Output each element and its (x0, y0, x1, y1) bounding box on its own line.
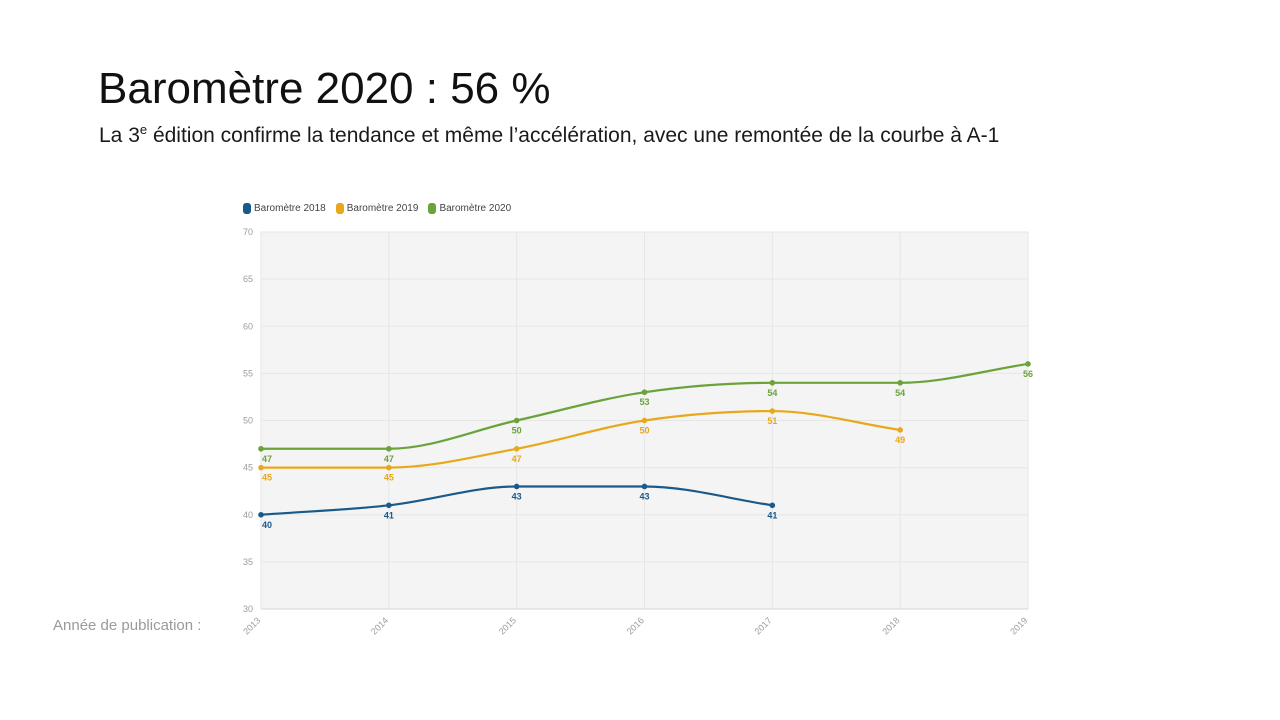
legend-item-2018[interactable]: Baromètre 2018 (243, 203, 326, 214)
x-tick-label-2015: 2015 (497, 615, 518, 636)
data-label-2019-2016: 50 (639, 426, 649, 436)
data-point-2020-2015 (513, 417, 520, 424)
y-tick-label-50: 50 (243, 416, 253, 426)
data-label-2019-2014: 45 (384, 473, 394, 483)
x-tick-label-2017: 2017 (753, 615, 774, 636)
data-label-2019-2017: 51 (767, 416, 777, 426)
data-label-2020-2019: 56 (1023, 369, 1033, 379)
data-point-2019-2013 (258, 464, 264, 471)
subtitle-superscript: e (139, 122, 148, 137)
data-point-2019-2017 (769, 408, 776, 414)
legend-label-2020: Baromètre 2020 (439, 203, 512, 214)
x-tick-label-2018: 2018 (880, 615, 901, 636)
data-point-2020-2014 (386, 445, 392, 452)
data-label-2020-2015: 50 (512, 426, 522, 436)
data-point-2020-2019 (1025, 361, 1031, 367)
y-tick-label-65: 65 (243, 274, 253, 284)
data-point-2020-2016 (641, 389, 648, 396)
legend-swatch-2018 (243, 203, 251, 214)
data-label-2019-2018: 49 (895, 435, 905, 445)
y-tick-label-40: 40 (243, 510, 253, 520)
x-tick-label-2016: 2016 (625, 615, 646, 636)
data-point-2018-2017 (769, 502, 776, 509)
data-point-2019-2014 (386, 464, 392, 471)
data-point-2018-2016 (641, 483, 648, 490)
data-label-2018-2013: 40 (262, 520, 272, 530)
data-point-2018-2015 (513, 483, 520, 490)
data-label-2019-2013: 45 (262, 473, 272, 483)
chart-legend: Baromètre 2018 Baromètre 2019 Baromètre … (243, 203, 511, 214)
data-label-2020-2016: 53 (639, 397, 649, 407)
data-label-2020-2017: 54 (767, 388, 777, 398)
legend-label-2018: Baromètre 2018 (254, 203, 326, 214)
y-tick-label-45: 45 (243, 463, 253, 473)
y-tick-label-60: 60 (243, 321, 253, 331)
slide-subtitle: La 3e édition confirme la tendance et mê… (99, 122, 999, 148)
data-point-2020-2017 (769, 380, 776, 386)
data-label-2020-2018: 54 (895, 388, 905, 398)
data-label-2018-2017: 41 (767, 510, 777, 520)
data-point-2019-2015 (513, 445, 520, 452)
slide-title: Baromètre 2020 : 56 % (98, 64, 551, 113)
subtitle-after: édition confirme la tendance et même l’a… (147, 124, 1000, 147)
series-line-2019 (261, 409, 901, 469)
data-point-2020-2018 (897, 380, 903, 386)
data-point-2020-2013 (258, 445, 264, 452)
data-label-2019-2015: 47 (512, 454, 522, 464)
legend-swatch-2020 (428, 203, 437, 214)
x-tick-label-2014: 2014 (369, 615, 390, 636)
data-label-2020-2014: 47 (384, 454, 394, 464)
y-tick-label-55: 55 (243, 368, 253, 378)
subtitle-before: La 3 (99, 124, 140, 147)
x-axis-caption: Année de publication : (53, 617, 202, 634)
y-tick-label-35: 35 (243, 557, 253, 567)
data-point-2019-2018 (897, 427, 903, 433)
data-point-2018-2014 (386, 502, 392, 509)
legend-label-2019: Baromètre 2019 (346, 203, 419, 214)
x-tick-label-2019: 2019 (1008, 615, 1029, 636)
y-tick-label-70: 70 (243, 227, 253, 237)
legend-item-2020[interactable]: Baromètre 2020 (428, 203, 511, 214)
data-point-2019-2016 (641, 417, 648, 424)
data-point-2018-2013 (258, 511, 264, 518)
data-label-2018-2015: 43 (512, 491, 522, 501)
x-tick-label-2013: 2013 (241, 615, 262, 636)
legend-item-2019[interactable]: Baromètre 2019 (335, 203, 419, 214)
y-tick-label-30: 30 (243, 604, 253, 614)
data-label-2020-2013: 47 (262, 454, 272, 464)
data-label-2018-2016: 43 (639, 491, 649, 501)
legend-swatch-2019 (335, 203, 344, 214)
data-label-2018-2014: 41 (384, 510, 394, 520)
